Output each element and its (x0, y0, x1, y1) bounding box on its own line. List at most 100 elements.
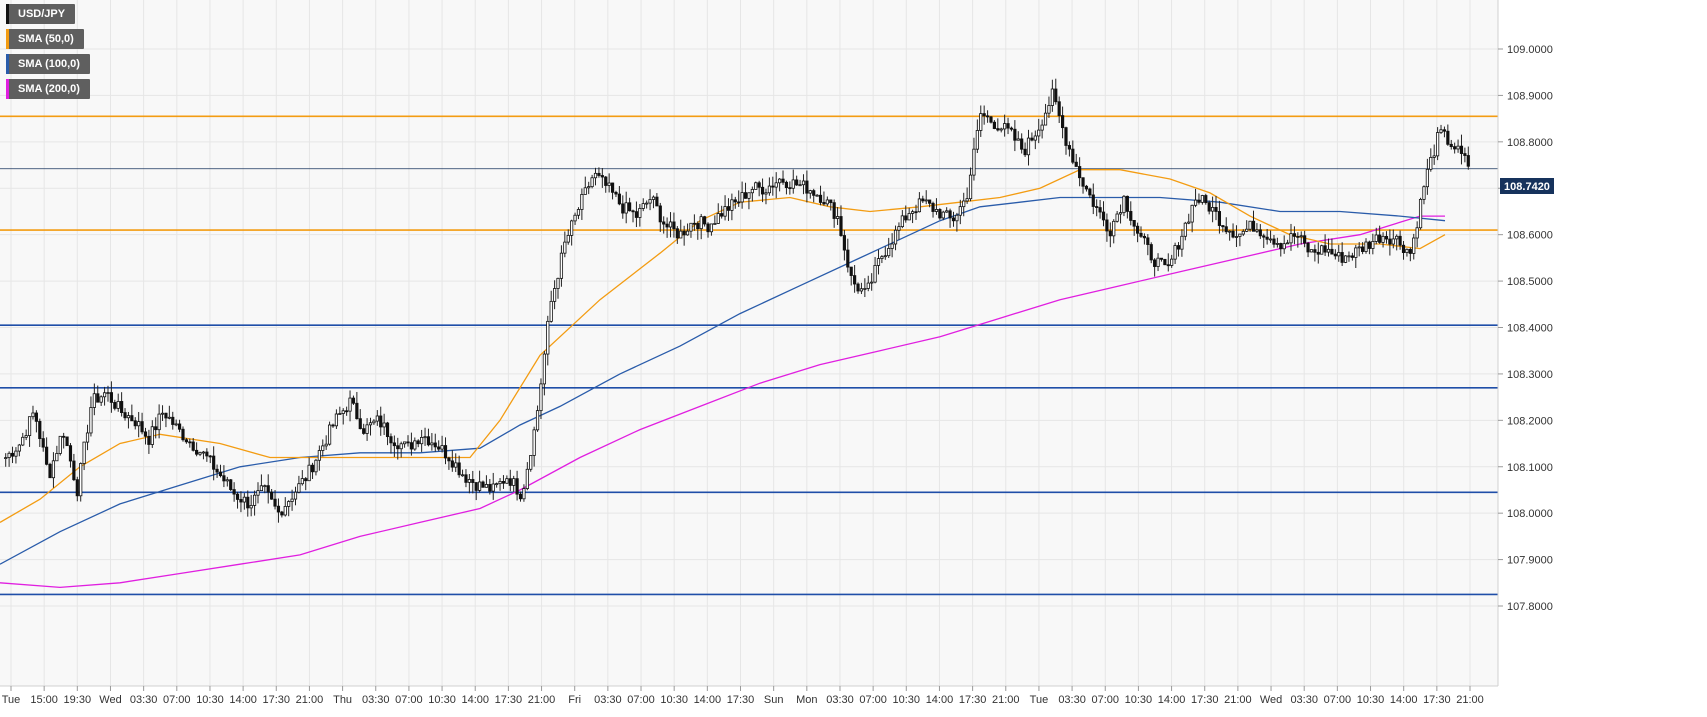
candle-body (92, 393, 96, 408)
y-tick-label: 108.4000 (1507, 323, 1553, 335)
candle-body (1330, 248, 1334, 255)
candle-body (757, 182, 761, 188)
candle-body (484, 484, 489, 488)
candle-body (51, 460, 56, 479)
legend-sma-50[interactable]: SMA (50,0) (6, 29, 84, 49)
candle-body (597, 172, 601, 176)
candle-body (716, 213, 720, 224)
x-tick-label: 21:00 (1456, 694, 1484, 706)
candle-body (859, 288, 864, 292)
candle-body (358, 418, 362, 430)
x-tick-label: 10:30 (1125, 694, 1153, 706)
candle-body (645, 202, 649, 205)
y-tick-label: 107.9000 (1507, 555, 1553, 567)
candle-body (754, 182, 758, 190)
candle-body (631, 210, 635, 213)
x-tick-label: 21:00 (1224, 694, 1252, 706)
candle-body (338, 413, 342, 415)
candle-body (348, 397, 352, 412)
candle-body (147, 435, 151, 445)
candle-body (992, 121, 996, 129)
candle-body (740, 192, 744, 203)
legend-usdjpy[interactable]: USD/JPY (6, 4, 76, 24)
x-tick-label: 07:00 (395, 694, 423, 706)
candle-body (1088, 188, 1092, 196)
candle-body (1374, 234, 1378, 242)
candle-body (764, 192, 768, 195)
x-tick-label: Wed (1260, 694, 1282, 706)
candle-body (522, 488, 526, 500)
candle-body (1265, 236, 1269, 240)
candle-body (143, 431, 148, 437)
candle-body (825, 199, 829, 205)
last-price-badge (1500, 178, 1554, 194)
x-tick-label: 17:30 (1191, 694, 1219, 706)
candle-body (495, 483, 499, 486)
candle-body (1098, 207, 1102, 213)
legend-sma-100[interactable]: SMA (100,0) (6, 54, 90, 74)
candle-body (246, 496, 250, 509)
y-tick-label: 108.5000 (1507, 276, 1553, 288)
legend-label: SMA (50,0) (18, 33, 74, 45)
candle-body (467, 479, 471, 483)
candle-body (975, 130, 979, 150)
candle-body (1084, 185, 1089, 190)
candle-body (655, 196, 659, 207)
candle-body (290, 498, 294, 502)
candle-body (89, 407, 93, 434)
candle-body (433, 442, 437, 448)
candle-body (249, 505, 253, 509)
y-tick-label: 107.8000 (1507, 601, 1553, 613)
candle-body (198, 452, 202, 455)
candle-body (4, 457, 8, 460)
candle-body (1064, 127, 1068, 146)
candle-body (532, 429, 536, 456)
candle-body (14, 450, 18, 457)
x-tick-label: 15:00 (30, 694, 58, 706)
y-tick-label: 108.6000 (1507, 230, 1553, 242)
x-tick-label: 10:30 (660, 694, 688, 706)
candle-body (72, 460, 76, 481)
candle-body (1357, 246, 1361, 249)
candle-body (242, 496, 246, 503)
candle-body (641, 203, 645, 209)
candle-body (1245, 228, 1249, 232)
candle-body (351, 397, 356, 404)
candle-body (1320, 245, 1324, 255)
candle-body (573, 214, 577, 222)
candle-body (662, 221, 666, 225)
candle-body (958, 206, 962, 216)
candle-body (1367, 241, 1372, 249)
candle-body (801, 180, 806, 186)
legend-sma-200[interactable]: SMA (200,0) (6, 79, 90, 99)
candle-body (1255, 229, 1259, 232)
candle-body (1347, 255, 1351, 258)
candle-body (723, 206, 727, 217)
candle-body (709, 223, 714, 233)
candle-body (280, 511, 284, 516)
candle-body (1180, 235, 1184, 250)
candle-body (1446, 130, 1450, 145)
candle-body (263, 485, 267, 488)
x-tick-label: 03:30 (1290, 694, 1318, 706)
candle-body (1439, 129, 1443, 133)
candle-body (55, 453, 59, 462)
candle-body (201, 451, 206, 454)
candle-body (747, 192, 751, 199)
candle-body (1268, 238, 1273, 241)
candle-body (287, 501, 291, 507)
candle-body (1449, 143, 1453, 148)
x-tick-label: 14:00 (461, 694, 489, 706)
candle-body (743, 192, 748, 199)
candle-body (389, 436, 393, 444)
candle-body (996, 128, 1000, 131)
candle-body (48, 463, 52, 479)
sma-200-line (0, 215, 1445, 589)
candle-body (559, 252, 564, 279)
candle-body (314, 459, 318, 473)
candle-body (239, 499, 243, 503)
candle-body (1176, 245, 1181, 250)
candle-body (1050, 88, 1054, 106)
candle-body (1323, 245, 1327, 253)
candle-body (815, 194, 819, 197)
